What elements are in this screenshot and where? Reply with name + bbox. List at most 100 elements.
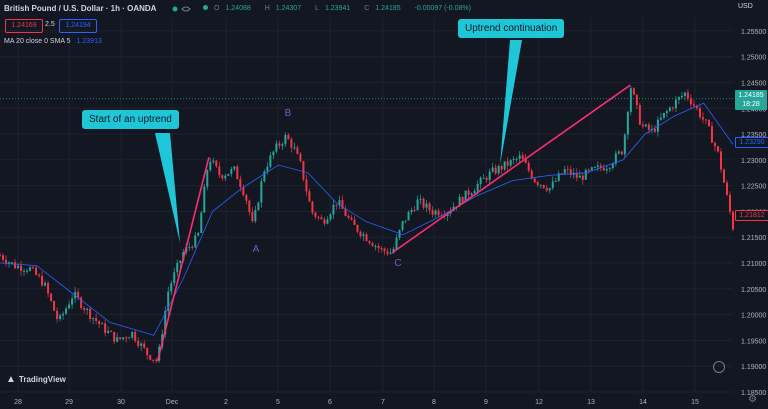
candle-body [578,175,581,178]
candle-body [338,200,341,206]
x-tick-label: 2 [224,399,228,406]
candle-body [371,243,374,247]
candle-body [647,124,650,130]
candle-body [140,343,143,347]
candle-body [116,337,119,342]
candle-body [614,153,617,164]
candle-body [254,210,257,222]
candle-body [98,321,101,325]
candle-body [692,104,695,106]
candle-body [62,313,65,316]
candle-body [0,255,1,257]
candle-body [491,167,494,172]
tradingview-mark-icon: ▲ [6,374,16,385]
candle-body [566,169,569,171]
candle-body [44,282,47,286]
candle-body [695,105,698,109]
candle-body [587,169,590,171]
candle-body [713,142,716,147]
candle-body [608,168,611,170]
candle-body [383,248,386,252]
candle-body [404,220,407,222]
x-tick-label: 14 [639,399,647,406]
candle-body [410,209,413,213]
candle-body [503,161,506,170]
candle-body [146,347,149,356]
candle-body [500,166,503,170]
candle-body [35,267,38,275]
candle-body [107,330,110,333]
y-tick-label: 1.21500 [741,235,766,242]
candle-body [233,166,236,170]
candle-body [536,182,539,185]
candle-body [341,200,344,209]
visibility-icons[interactable] [171,5,197,13]
candle-body [668,107,671,112]
candle-body [209,162,212,171]
candle-body [497,166,500,174]
currency-selector[interactable]: USD [738,3,753,10]
candle-body [377,245,380,249]
callout-start-uptrend: Start of an uptrend [82,110,179,129]
candle-body [422,198,425,208]
candle-body [542,184,545,189]
candle-body [305,179,308,192]
candle-body [191,246,194,248]
candle-body [659,117,662,120]
candle-body [173,272,176,284]
y-tick-label: 1.25500 [741,29,766,36]
candle-body [620,151,623,155]
sell-button[interactable]: 1.24169 [5,19,43,33]
last-price-tag: 1.21812 [735,210,768,221]
symbol-title[interactable]: British Pound / U.S. Dollar · 1h · OANDA [4,4,157,13]
candle-body [113,331,116,342]
candle-body [20,265,23,271]
candle-body [671,107,674,109]
point-label-c: C [394,258,401,269]
candle-body [509,160,512,166]
candle-body [545,188,548,191]
snapshot-icon[interactable] [713,361,725,373]
candle-body [356,224,359,232]
candle-body [653,128,656,132]
candle-body [14,262,17,269]
candle-body [602,167,605,171]
candle-body [236,166,239,180]
candle-body [221,175,224,179]
candle-body [77,291,80,298]
candle-body [626,111,629,135]
candle-body [38,274,41,276]
candle-body [155,359,158,361]
candle-body [521,155,524,160]
candle-body [122,337,125,339]
indicator-legend[interactable]: MA 20 close 0 SMA 5 1.23913 [4,38,102,45]
y-tick-label: 1.23500 [741,132,766,139]
candle-body [470,193,473,196]
candle-body [335,204,338,206]
candle-body [323,219,326,224]
candle-body [272,151,275,156]
candle-body [473,191,476,194]
candle-body [104,323,107,333]
candle-body [260,181,263,203]
candle-body [257,202,260,211]
candle-body [677,97,680,100]
candle-body [665,111,668,114]
candle-body [11,262,14,264]
candle-body [644,124,647,127]
candle-body [686,92,689,99]
candle-body [515,158,518,160]
candle-body [359,231,362,237]
candle-body [167,291,170,311]
candle-body [308,191,311,202]
candle-body [347,216,350,218]
ma-line [0,102,734,336]
candle-body [605,168,608,171]
x-tick-label: 6 [328,399,332,406]
candle-body [506,161,509,166]
settings-gear-icon[interactable]: ⚙ [748,394,757,405]
buy-button[interactable]: 1.24194 [59,19,97,33]
candle-body [131,331,134,338]
y-tick-label: 1.20500 [741,287,766,294]
